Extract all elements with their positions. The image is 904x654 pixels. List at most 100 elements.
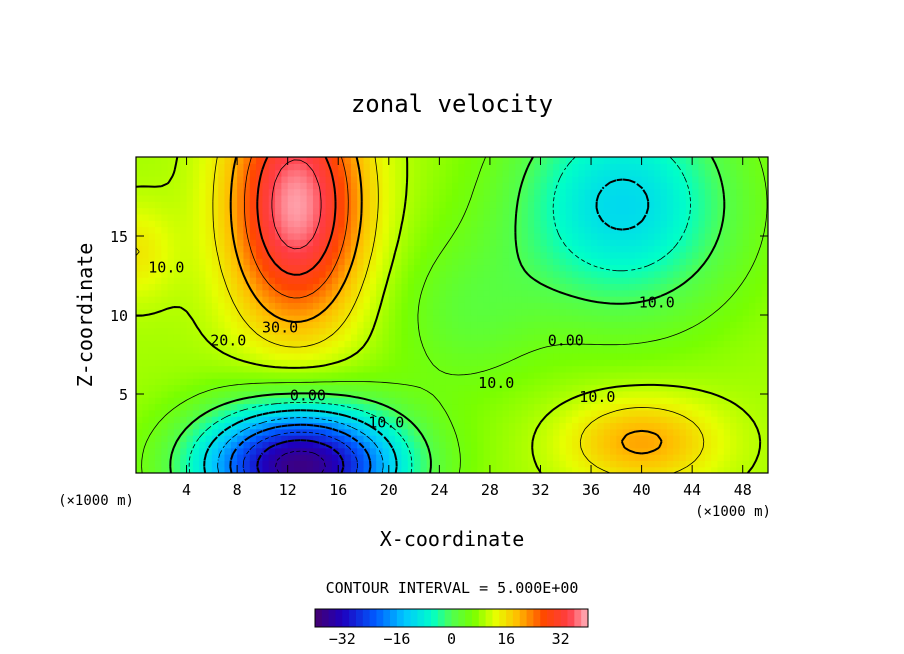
field-cell	[647, 207, 655, 215]
field-cell	[433, 428, 440, 436]
field-cell	[616, 460, 624, 468]
field-cell	[489, 277, 497, 284]
field-cell	[483, 232, 491, 240]
field-cell	[742, 302, 750, 310]
field-cell	[376, 188, 384, 196]
field-cell	[749, 175, 756, 183]
field-cell	[173, 384, 181, 392]
field-cell	[275, 447, 282, 455]
field-cell	[597, 315, 605, 322]
field-cell	[407, 220, 415, 228]
field-cell	[717, 157, 725, 164]
field-cell	[635, 308, 643, 316]
field-cell	[237, 384, 245, 392]
field-cell	[546, 384, 554, 392]
field-cell	[205, 384, 213, 392]
field-cell	[717, 194, 725, 202]
field-cell	[711, 194, 719, 202]
field-cell	[281, 384, 289, 392]
field-cell	[218, 460, 226, 468]
field-cell	[452, 340, 459, 348]
field-cell	[395, 188, 403, 196]
field-cell	[559, 213, 567, 221]
field-cell	[597, 308, 605, 316]
field-cell	[742, 163, 750, 171]
field-cell	[395, 460, 403, 468]
field-cell	[148, 409, 156, 417]
field-cell	[426, 175, 434, 183]
field-cell	[660, 239, 668, 247]
field-cell	[275, 454, 282, 461]
field-cell	[433, 232, 440, 240]
field-cell	[584, 333, 592, 341]
field-cell	[154, 403, 162, 411]
field-cell	[458, 371, 466, 379]
field-cell	[730, 251, 737, 259]
field-cell	[578, 163, 586, 171]
field-cell	[489, 466, 497, 473]
field-cell	[458, 397, 466, 405]
field-cell	[452, 359, 459, 367]
field-cell	[312, 213, 320, 221]
field-cell	[186, 416, 194, 424]
field-cell	[136, 321, 143, 329]
field-cell	[357, 416, 365, 424]
field-cell	[325, 403, 333, 411]
field-cell	[338, 182, 346, 190]
field-cell	[262, 403, 270, 411]
field-cell	[749, 258, 756, 266]
field-cell	[622, 169, 630, 177]
field-cell	[477, 289, 485, 297]
field-cell	[666, 428, 674, 436]
field-cell	[553, 270, 561, 278]
field-cell	[420, 270, 428, 278]
field-cell	[395, 428, 403, 436]
field-cell	[300, 409, 308, 417]
field-cell	[654, 169, 662, 177]
field-cell	[420, 188, 428, 196]
field-cell	[692, 201, 700, 209]
field-cell	[249, 409, 257, 417]
field-cell	[319, 359, 327, 367]
field-cell	[698, 371, 706, 379]
field-cell	[281, 327, 289, 335]
field-cell	[704, 327, 712, 335]
field-cell	[281, 346, 289, 354]
field-cell	[755, 207, 763, 215]
field-cell	[344, 333, 352, 341]
field-cell	[142, 359, 150, 367]
field-cell	[660, 378, 668, 386]
field-cell	[508, 352, 516, 360]
field-cell	[281, 447, 289, 455]
field-cell	[546, 460, 554, 468]
field-cell	[742, 308, 750, 316]
field-cell	[426, 327, 434, 335]
field-cell	[161, 435, 169, 442]
field-cell	[161, 264, 169, 272]
field-cell	[755, 321, 763, 329]
field-cell	[344, 340, 352, 348]
field-cell	[426, 340, 434, 348]
field-cell	[287, 308, 295, 316]
field-cell	[464, 207, 472, 215]
field-cell	[439, 302, 447, 310]
field-cell	[401, 213, 409, 221]
field-cell	[616, 346, 624, 354]
field-cell	[654, 327, 662, 335]
field-cell	[591, 378, 598, 386]
field-cell	[218, 232, 226, 240]
field-cell	[401, 239, 409, 247]
field-cell	[755, 201, 763, 209]
field-cell	[692, 277, 700, 284]
field-cell	[426, 258, 434, 266]
field-cell	[281, 201, 289, 209]
field-cell	[477, 296, 485, 303]
field-cell	[489, 245, 497, 253]
field-cell	[717, 239, 725, 247]
field-cell	[148, 188, 156, 196]
field-cell	[167, 435, 175, 442]
field-cell	[287, 460, 295, 468]
field-cell	[350, 264, 358, 272]
field-cell	[426, 245, 434, 253]
field-cell	[761, 239, 768, 247]
